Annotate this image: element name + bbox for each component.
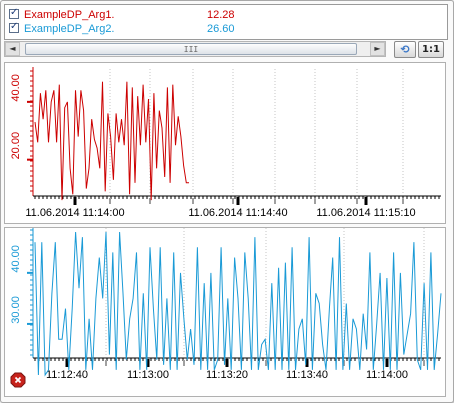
y-tick-label: 20.00 [10,132,22,160]
sync-button[interactable]: ⟲ [394,41,416,58]
legend-checkbox-arg2[interactable] [9,21,19,33]
y-tick-label: 30.00 [10,296,22,324]
trend-chart-bottom: 30.00 40.00 11:12:40 11:13:00 11:13:20 11:13:… [10,228,442,381]
one-to-one-button[interactable]: 1:1 [418,41,444,58]
y-tick-label: 40.00 [10,245,22,273]
x-grid-tick [192,198,194,204]
x-grid-tick [402,198,404,204]
x-major-tick [364,197,368,205]
x-major-tick [305,359,309,367]
x-tick-label: 11:13:00 [127,369,169,381]
legend-panel: ExampleDP_Arg1. 12.28 ExampleDP_Arg2. 26… [4,4,448,40]
grip-icon: III [183,45,199,54]
x-major-tick [385,359,389,367]
scroll-right-button[interactable]: ► [370,42,385,56]
x-grid-tick [343,360,345,366]
sync-icon: ⟲ [400,43,410,56]
time-scrollbar[interactable]: ◄ III ► [4,41,386,57]
trend-area-bottom: 30.00 40.00 11:12:40 11:13:00 11:13:20 11:13:… [4,227,446,397]
x-major-tick [65,359,69,367]
x-grid-tick [149,198,151,204]
x-grid-tick [105,360,107,366]
x-major-tick [73,197,77,205]
x-tick-label: 11.06.2014 11:14:00 [25,207,124,219]
x-grid-tick [265,360,267,366]
legend-series-value: 12.28 [207,9,235,21]
scroll-thumb[interactable]: III [25,43,357,55]
x-grid-tick [109,198,111,204]
legend-series-name: ExampleDP_Arg2. [24,23,115,35]
x-tick-label: 11:12:40 [46,369,88,381]
x-major-tick [146,359,150,367]
stop-icon[interactable] [10,372,26,388]
x-tick-label: 11:14:00 [366,369,408,381]
series-line-exampledp-arg2- [34,231,442,377]
legend-series-value: 26.60 [207,23,235,35]
x-grid-tick [232,198,234,204]
x-tick-label: 11.06.2014 11:14:40 [188,207,287,219]
x-tick-label: 11.06.2014 11:15:10 [316,207,415,219]
trend-chart-top: 20.00 40.00 11.06.2014 11:14:00 11.06.2014 … [10,67,441,219]
x-major-tick [236,197,240,205]
legend-checkbox-arg1[interactable] [9,7,19,19]
x-grid-tick [423,360,425,366]
x-grid-tick [183,360,185,366]
x-tick-label: 11:13:20 [206,369,248,381]
x-grid-tick [314,198,316,204]
x-grid-tick [274,198,276,204]
scroll-left-button[interactable]: ◄ [5,42,20,56]
y-tick-label: 40.00 [10,74,22,102]
trend-area-top: 20.00 40.00 11.06.2014 11:14:00 11.06.2014 … [4,62,446,224]
x-grid-tick [356,198,358,204]
x-tick-label: 11:13:40 [286,369,328,381]
series-line-exampledp-arg1- [34,81,189,201]
x-major-tick [225,359,229,367]
legend-series-name: ExampleDP_Arg1. [24,9,115,21]
